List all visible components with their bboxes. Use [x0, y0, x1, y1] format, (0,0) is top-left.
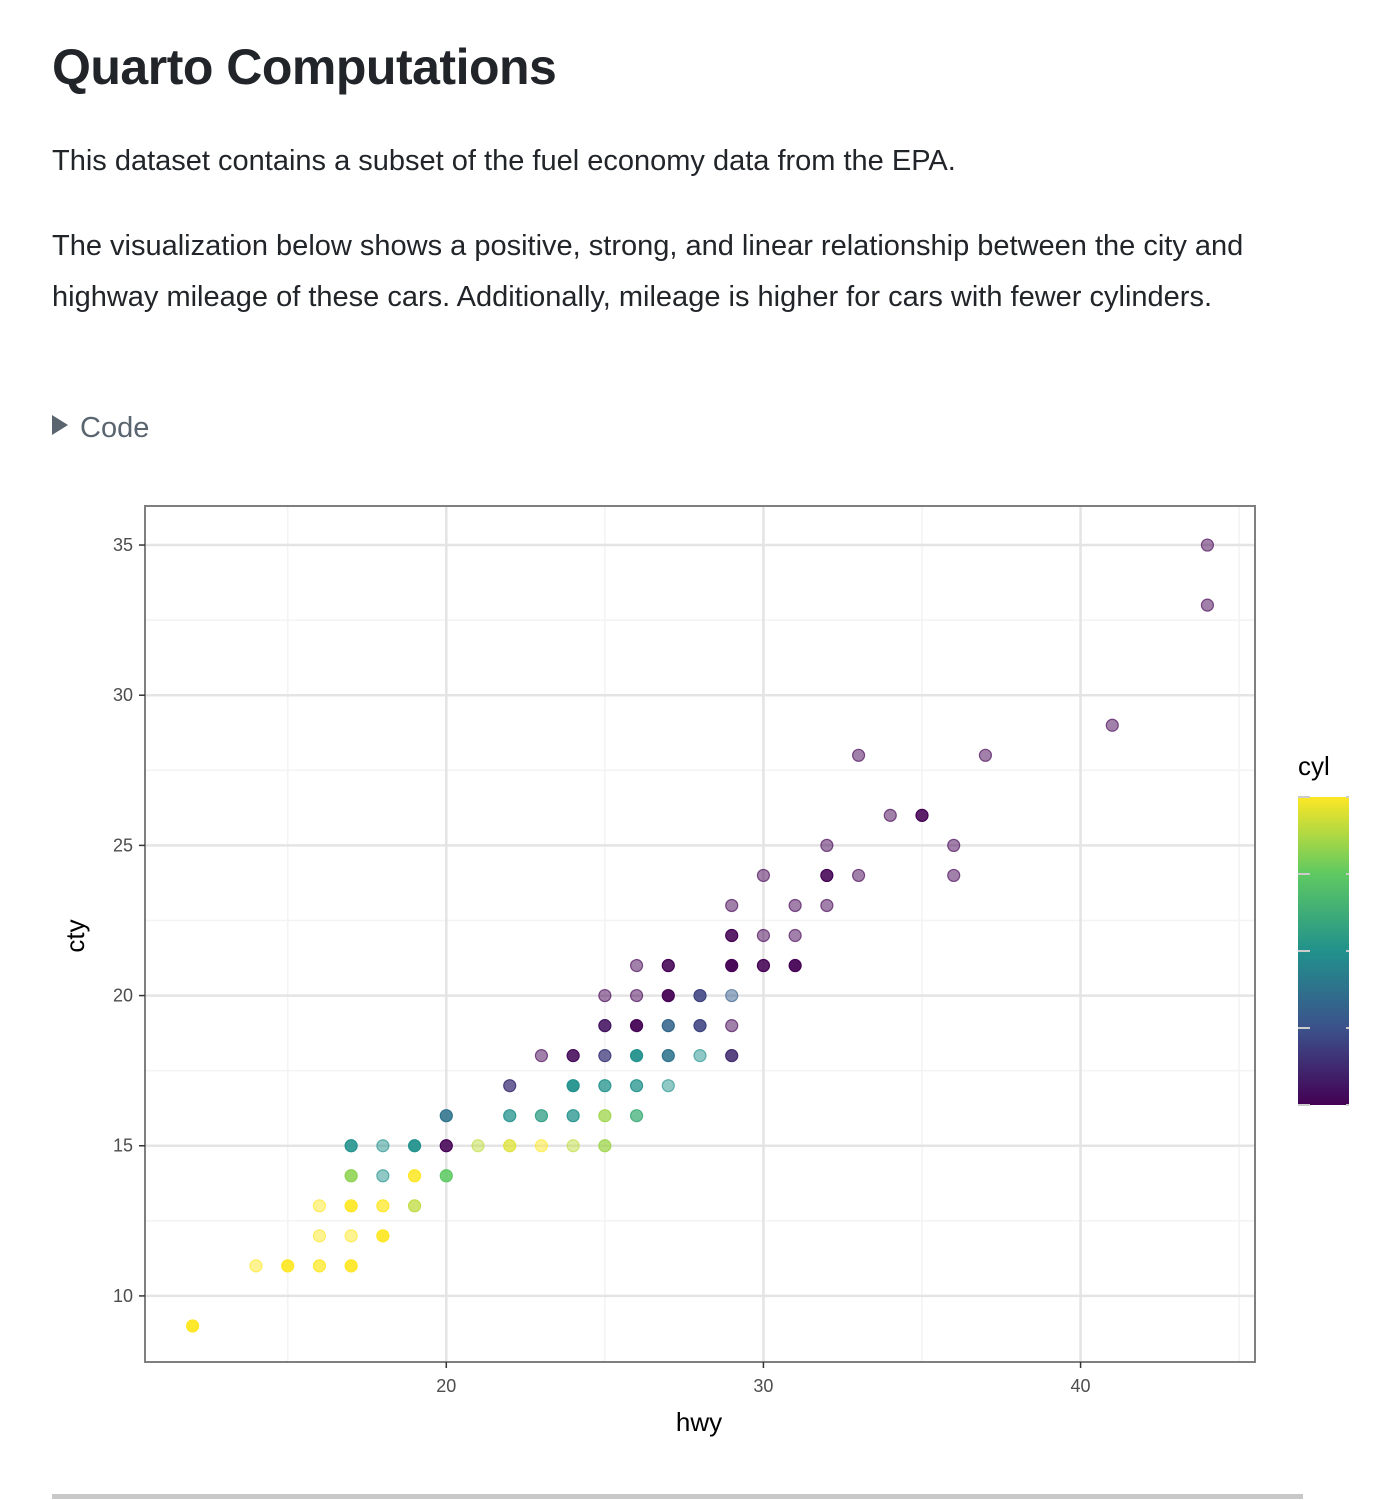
- data-point: [249, 1259, 263, 1273]
- data-point: [661, 958, 675, 973]
- data-point: [598, 988, 612, 1003]
- data-point: [947, 838, 961, 852]
- data-point: [978, 748, 993, 762]
- data-point: [725, 988, 739, 1003]
- data-point: [756, 958, 771, 973]
- data-point: [376, 1229, 390, 1243]
- data-point: [598, 1019, 612, 1033]
- intro-paragraph: This dataset contains a subset of the fu…: [52, 145, 956, 177]
- data-point: [566, 1139, 580, 1153]
- data-point: [281, 1259, 295, 1273]
- description-paragraph: The visualization below shows a positive…: [52, 230, 1244, 313]
- y-tick-label: 35: [113, 535, 133, 555]
- code-toggle[interactable]: Code: [52, 412, 149, 445]
- data-point: [788, 898, 802, 913]
- data-point: [376, 1199, 390, 1213]
- data-point: [503, 1139, 517, 1153]
- x-axis-label: hwy: [676, 1407, 722, 1437]
- data-point: [534, 1109, 549, 1123]
- data-point: [851, 868, 866, 883]
- data-point: [661, 1019, 675, 1033]
- data-point: [629, 958, 644, 973]
- plot-panel-border: [144, 505, 1256, 1363]
- data-point: [756, 868, 771, 883]
- data-point: [661, 988, 675, 1003]
- data-point: [566, 1109, 580, 1123]
- data-point: [629, 988, 644, 1003]
- data-point: [947, 868, 961, 883]
- x-tick-label: 40: [1071, 1376, 1091, 1396]
- data-point: [1200, 538, 1215, 552]
- data-point: [407, 1169, 422, 1183]
- data-point: [693, 1019, 707, 1033]
- data-point: [661, 1079, 675, 1093]
- page-title: Quarto Computations: [52, 39, 557, 95]
- data-point: [629, 1019, 644, 1033]
- data-point: [312, 1229, 327, 1243]
- data-point: [756, 928, 771, 943]
- data-point: [344, 1229, 358, 1243]
- data-point: [598, 1109, 612, 1123]
- data-point: [344, 1199, 358, 1213]
- data-point: [503, 1109, 517, 1123]
- data-point: [598, 1079, 612, 1093]
- data-point: [883, 808, 897, 822]
- data-point: [661, 1049, 675, 1063]
- section-divider: [52, 1494, 1303, 1499]
- data-point: [312, 1259, 327, 1273]
- x-tick-label: 20: [436, 1376, 456, 1396]
- data-point: [439, 1109, 453, 1123]
- data-point: [629, 1079, 644, 1093]
- code-toggle-label: Code: [80, 412, 150, 444]
- data-point: [725, 898, 739, 913]
- data-point: [407, 1199, 422, 1213]
- data-point: [439, 1169, 453, 1183]
- data-point: [820, 868, 834, 883]
- data-point: [725, 958, 739, 973]
- data-point: [185, 1319, 200, 1333]
- data-point: [598, 1049, 612, 1063]
- data-point: [851, 748, 866, 762]
- data-point: [1200, 598, 1215, 612]
- data-point: [344, 1169, 358, 1183]
- data-point: [693, 988, 707, 1003]
- data-point: [629, 1049, 644, 1063]
- data-point: [693, 1049, 707, 1063]
- data-point: [725, 928, 739, 943]
- data-point: [471, 1139, 485, 1153]
- data-point: [376, 1169, 390, 1183]
- scatter-chart: 20 30 40 10 15 20 25 30 35 hwy cty cyl: [60, 505, 1349, 1437]
- y-tick-label: 25: [113, 835, 133, 855]
- data-point: [344, 1139, 358, 1153]
- data-point: [788, 958, 802, 973]
- y-tick-label: 20: [113, 986, 133, 1006]
- data-point: [1105, 718, 1119, 732]
- data-point: [503, 1079, 517, 1093]
- data-point: [629, 1109, 644, 1123]
- triangle-right-icon: [52, 415, 68, 435]
- data-point: [788, 928, 802, 943]
- x-tick-label: 30: [753, 1376, 773, 1396]
- data-point: [915, 808, 929, 822]
- data-point: [820, 838, 834, 852]
- y-axis-label: cty: [60, 919, 90, 952]
- data-point: [439, 1139, 453, 1153]
- data-point: [534, 1139, 549, 1153]
- y-tick-label: 15: [113, 1136, 133, 1156]
- data-point: [376, 1139, 390, 1153]
- data-point: [407, 1139, 422, 1153]
- data-point: [820, 898, 834, 913]
- legend-title: cyl: [1298, 751, 1330, 781]
- data-point: [566, 1049, 580, 1063]
- data-point: [725, 1019, 739, 1033]
- data-point: [344, 1259, 358, 1273]
- data-point: [312, 1199, 327, 1213]
- data-point: [598, 1139, 612, 1153]
- y-tick-label: 30: [113, 685, 133, 705]
- data-point: [725, 1049, 739, 1063]
- y-tick-label: 10: [113, 1286, 133, 1306]
- data-point: [534, 1049, 549, 1063]
- data-point: [566, 1079, 580, 1093]
